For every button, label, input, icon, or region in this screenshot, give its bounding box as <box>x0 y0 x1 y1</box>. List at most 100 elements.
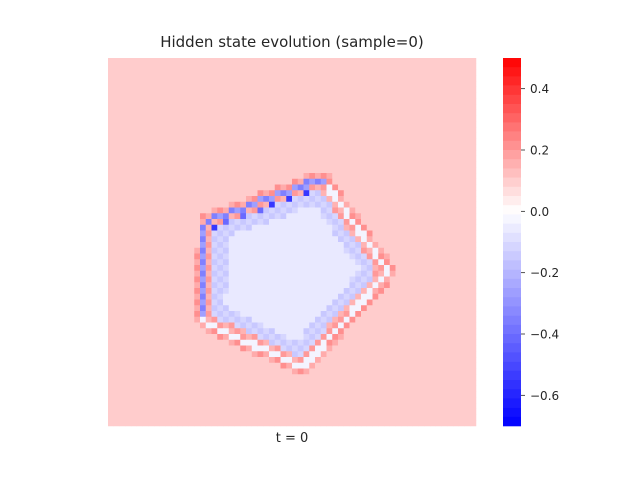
heatmap-cell <box>171 58 178 64</box>
heatmap-cell <box>251 224 258 231</box>
heatmap-cell <box>435 196 442 202</box>
heatmap-cell <box>159 190 166 197</box>
heatmap-cell <box>326 316 333 323</box>
heatmap-cell <box>384 173 390 179</box>
heatmap-cell <box>355 75 362 82</box>
heatmap-cell <box>142 368 149 375</box>
heatmap-cell <box>349 236 356 243</box>
heatmap-cell <box>332 109 339 116</box>
heatmap-cell <box>194 104 201 110</box>
heatmap-cell <box>223 81 229 87</box>
heatmap-cell <box>113 86 120 93</box>
heatmap-cell <box>154 414 160 421</box>
heatmap-cell <box>148 155 155 162</box>
heatmap-cell <box>108 132 114 139</box>
heatmap-cell <box>148 161 155 168</box>
heatmap-cell <box>182 305 189 312</box>
heatmap-cell <box>136 242 143 248</box>
heatmap-cell <box>343 138 350 145</box>
heatmap-cell <box>234 132 241 139</box>
heatmap-cell <box>171 247 178 254</box>
heatmap-cell <box>211 299 218 306</box>
heatmap-cell <box>320 322 327 329</box>
heatmap-cell <box>470 58 477 64</box>
heatmap-cell <box>228 138 235 145</box>
heatmap-cell <box>223 253 229 260</box>
heatmap-cell <box>453 167 459 174</box>
heatmap-cell <box>108 138 114 145</box>
colorbar-segment <box>503 352 521 362</box>
heatmap-cell <box>418 403 425 409</box>
heatmap-cell <box>119 58 126 64</box>
heatmap-cell <box>447 316 454 323</box>
heatmap-cell <box>447 132 454 139</box>
heatmap-cell <box>148 305 155 312</box>
heatmap-cell <box>211 98 218 105</box>
heatmap-cell <box>171 132 178 139</box>
heatmap-cell <box>418 184 425 191</box>
heatmap-cell <box>361 155 367 162</box>
heatmap-cell <box>125 213 132 220</box>
heatmap-cell <box>200 109 206 116</box>
heatmap-cell <box>159 75 166 82</box>
heatmap-cell <box>297 63 304 70</box>
heatmap-cell <box>257 184 264 191</box>
heatmap-cell <box>349 397 356 404</box>
heatmap-cell <box>171 270 178 277</box>
heatmap-cell <box>418 236 425 243</box>
heatmap-cell <box>165 345 172 352</box>
heatmap-cell <box>418 109 425 116</box>
heatmap-cell <box>430 184 436 191</box>
heatmap-cell <box>182 288 189 294</box>
heatmap-cell <box>470 351 477 358</box>
heatmap-cell <box>125 391 132 398</box>
heatmap-cell <box>453 121 459 128</box>
heatmap-cell <box>119 322 126 329</box>
heatmap-cell <box>182 420 189 427</box>
heatmap-cell <box>355 155 362 162</box>
colorbar-segment <box>503 177 521 188</box>
heatmap-cell <box>366 69 373 76</box>
heatmap-cell <box>257 265 264 271</box>
heatmap-cell <box>453 368 459 375</box>
heatmap-cell <box>430 293 436 300</box>
heatmap-cell <box>228 115 235 122</box>
heatmap-cell <box>148 374 155 381</box>
heatmap-cell <box>326 161 333 168</box>
heatmap-cell <box>188 293 195 300</box>
heatmap-cell <box>177 104 183 110</box>
heatmap-cell <box>315 414 321 421</box>
heatmap-cell <box>240 265 247 271</box>
heatmap-cell <box>194 207 201 214</box>
heatmap-cell <box>165 207 172 214</box>
heatmap-cell <box>389 374 396 381</box>
heatmap-cell <box>303 316 310 323</box>
heatmap-cell <box>303 357 310 363</box>
heatmap-cell <box>418 121 425 128</box>
heatmap-cell <box>136 230 143 237</box>
heatmap-cell <box>280 397 287 404</box>
heatmap-cell <box>286 115 293 122</box>
heatmap-cell <box>188 357 195 363</box>
heatmap-cell <box>412 104 419 110</box>
heatmap-cell <box>458 299 465 306</box>
heatmap-cell <box>326 109 333 116</box>
heatmap-cell <box>418 190 425 197</box>
heatmap-cell <box>246 357 252 363</box>
heatmap-cell <box>177 288 183 294</box>
heatmap-cell <box>274 196 281 202</box>
heatmap-cell <box>407 339 413 346</box>
heatmap-cell <box>343 207 350 214</box>
heatmap-cell <box>407 403 413 409</box>
heatmap-cell <box>326 414 333 421</box>
heatmap-cell <box>113 282 120 289</box>
heatmap-cell <box>154 236 160 243</box>
heatmap-cell <box>418 270 425 277</box>
heatmap-cell <box>188 86 195 93</box>
heatmap-cell <box>430 150 436 156</box>
heatmap-cell <box>361 63 367 70</box>
heatmap-cell <box>205 63 212 70</box>
heatmap-cell <box>200 345 206 352</box>
heatmap-cell <box>194 201 201 208</box>
heatmap-cell <box>458 305 465 312</box>
